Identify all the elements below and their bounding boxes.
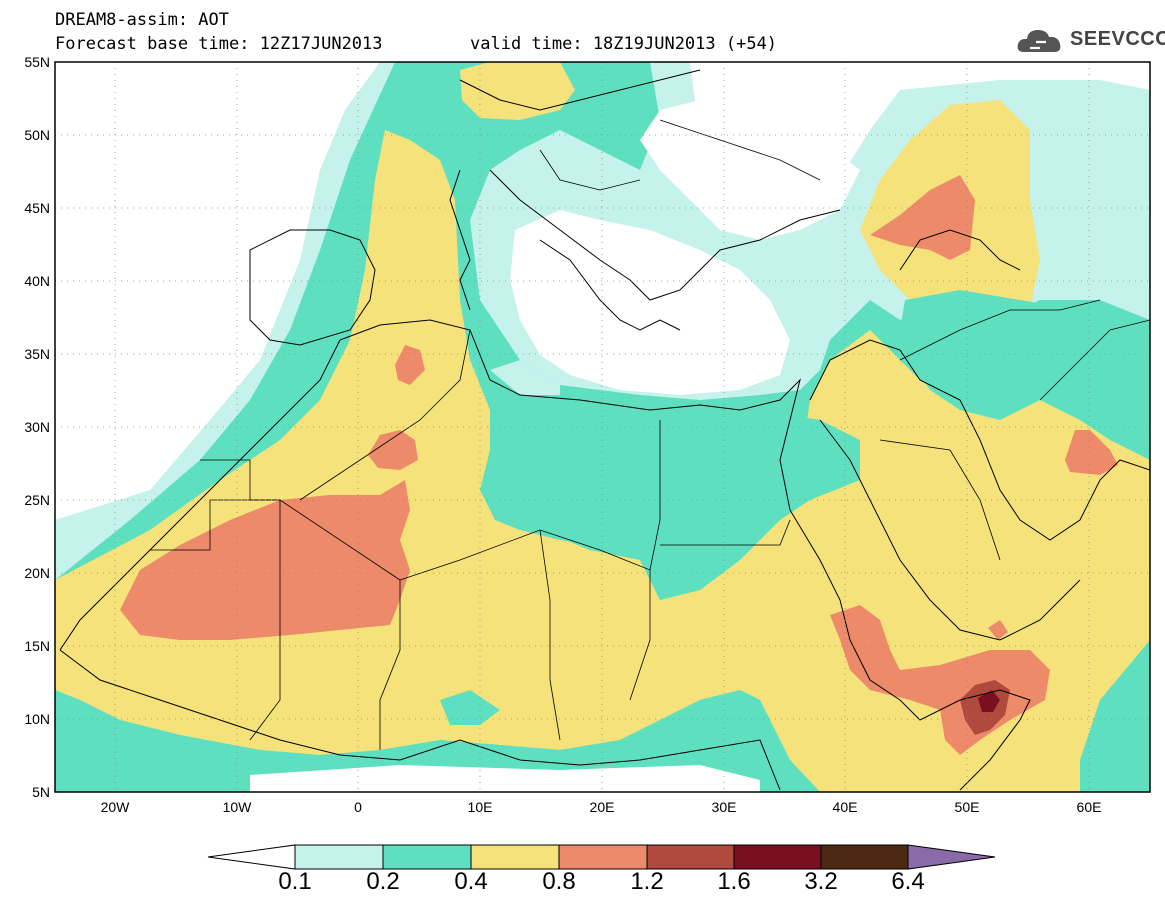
colorbar-bin-3 [558,844,648,870]
colorbar-bin-1 [382,844,472,870]
aot-band-mid-europe [460,62,575,120]
valid-time: valid time: 18Z19JUN2013 (+54) [470,34,778,54]
aot-band-low-ne [900,290,1150,430]
lon-label-40e: 40E [833,799,858,815]
lat-label-25n: 25N [24,492,50,508]
lon-label-30e: 30E [712,799,737,815]
lat-label-15n: 15N [24,638,50,654]
aot-band-low-central [480,395,860,600]
lat-label-50n: 50N [24,127,50,143]
colorbar-label-1: 0.2 [366,868,400,895]
aot-band-low-south [55,690,820,792]
colorbar-bin-0 [294,844,384,870]
colorbar-cap-low [207,844,296,870]
lat-label-20n: 20N [24,565,50,581]
aot-band-high-3 [395,345,425,385]
lat-label-30n: 30N [24,419,50,435]
aot-band-very-low-med-rim [490,360,560,395]
colorbar-label-7: 6.4 [891,868,925,895]
aot-band-high-2 [368,430,418,470]
colorbar-label-2: 0.4 [454,868,488,895]
coastlines [59,69,1150,791]
colorbar-cap-high [907,844,996,870]
lon-label-50e: 50E [955,799,980,815]
country-borders [150,119,1150,750]
aot-band-clear-med [510,210,790,395]
lat-label-35n: 35N [24,346,50,362]
colorbar-bin-5 [733,844,822,870]
seevccc-logo: SEEVCCC [1016,22,1165,58]
aot-band-high-4 [870,175,975,260]
colorbar-label-5: 1.6 [717,868,751,895]
lon-label-10e: 10E [468,799,493,815]
aot-band-extreme [978,690,1000,712]
colorbar-bin-6 [820,844,909,870]
aot-field [55,62,1150,792]
map-frame [54,61,1151,793]
lat-label-45n: 45N [24,200,50,216]
colorbar [207,844,996,870]
logo-text: SEEVCCC [1070,28,1165,50]
lat-label-40n: 40N [24,273,50,289]
lon-axis: 20W 10W 0 10E 20E 30E 40E 50E 60E [101,799,1102,815]
lat-label-10n: 10N [24,711,50,727]
lon-label-20w: 20W [101,799,131,815]
colorbar-label-3: 0.8 [542,868,576,895]
forecast-base-time: Forecast base time: 12Z17JUN2013 [55,34,383,54]
lat-label-5n: 5N [32,784,50,800]
graticule [55,62,1150,792]
cloud-icon [1017,30,1061,52]
lat-label-55n: 55N [24,54,50,70]
aot-band-high [120,480,410,640]
colorbar-bin-2 [470,844,560,870]
colorbar-label-0: 0.1 [278,868,312,895]
lon-label-0: 0 [354,799,362,815]
lon-label-10w: 10W [223,799,253,815]
aot-band-low-sahel [440,690,500,725]
colorbar-label-6: 3.2 [804,868,838,895]
aot-band-high-7 [988,620,1008,640]
colorbar-label-4: 1.2 [630,868,664,895]
aot-band-clear-south [250,765,760,792]
lat-axis: 55N 50N 45N 40N 35N 30N 25N 20N 15N 10N … [24,54,50,800]
colorbar-bin-4 [646,844,735,870]
aot-band-high-5 [1065,430,1118,475]
lon-label-60e: 60E [1077,799,1102,815]
map-title: DREAM8-assim: AOT [55,10,229,30]
lon-label-20e: 20E [590,799,615,815]
